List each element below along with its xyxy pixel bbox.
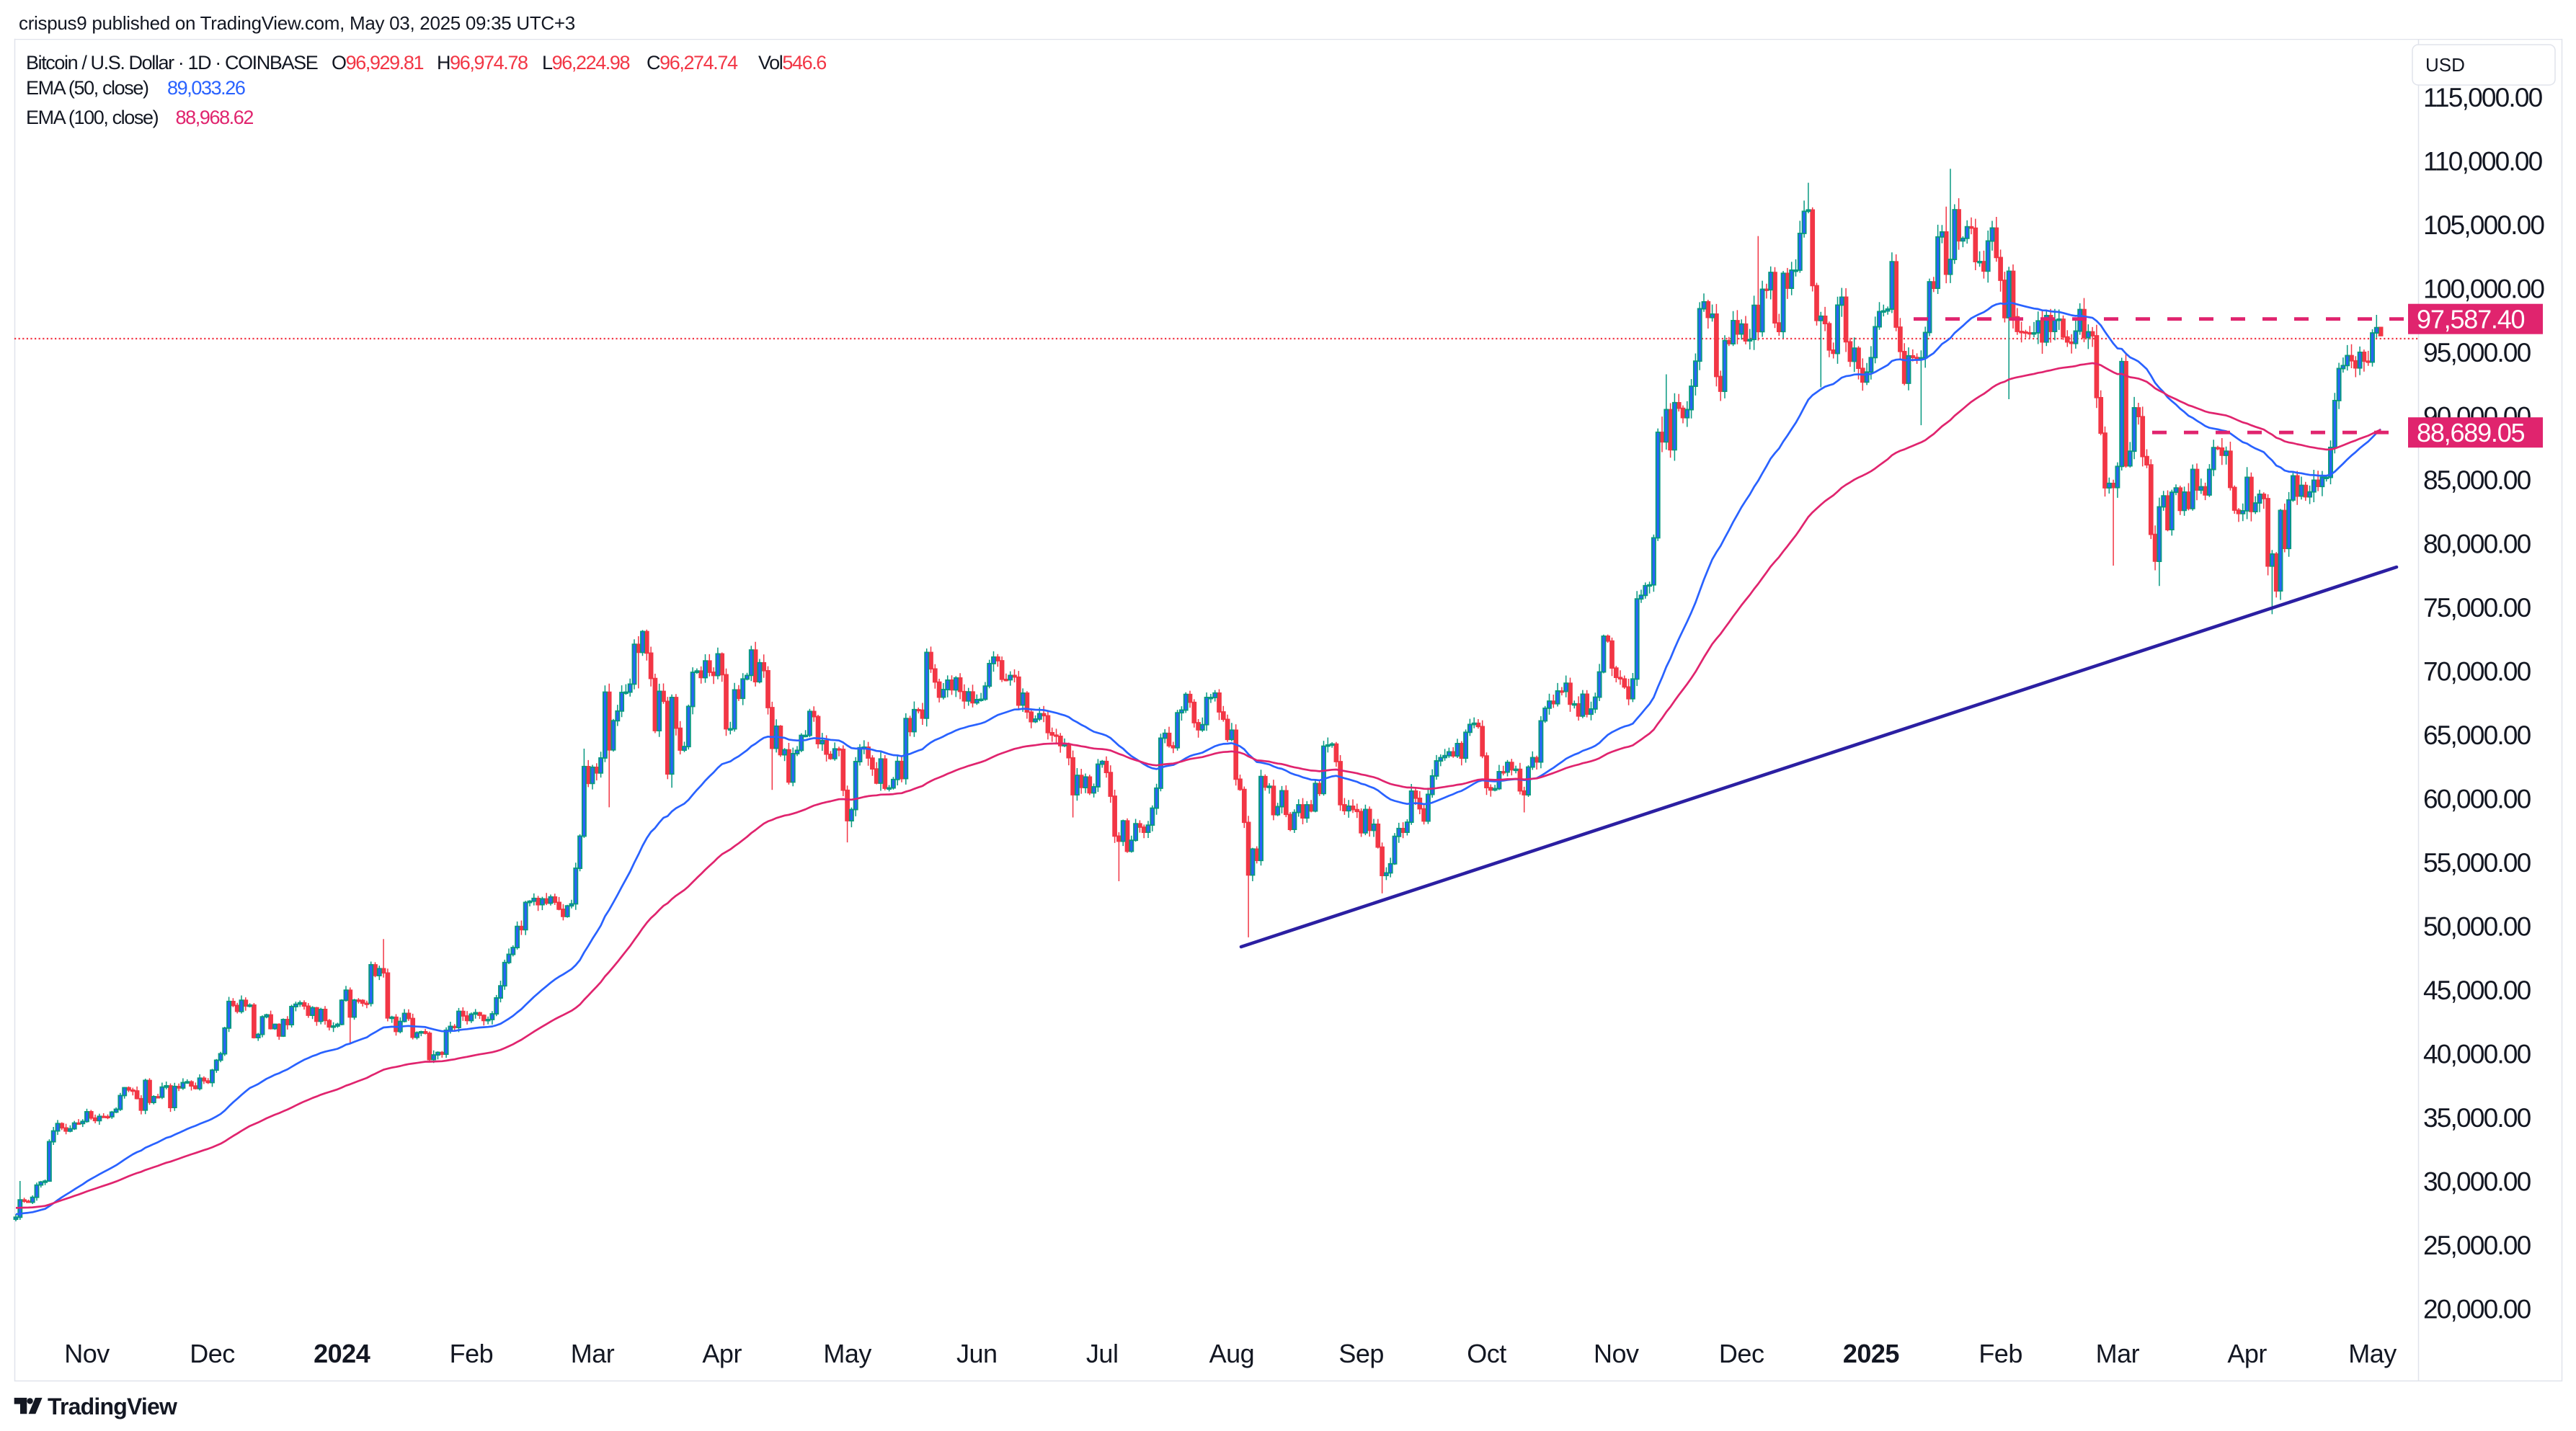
svg-text:97,587.40: 97,587.40 <box>2417 305 2525 334</box>
svg-text:Jul: Jul <box>1086 1339 1119 1368</box>
svg-text:88,689.05: 88,689.05 <box>2417 418 2525 447</box>
svg-text:Dec: Dec <box>1719 1339 1764 1368</box>
svg-text:L96,224.98: L96,224.98 <box>542 52 630 73</box>
svg-text:95,000.00: 95,000.00 <box>2423 338 2531 367</box>
svg-text:80,000.00: 80,000.00 <box>2423 530 2531 559</box>
svg-text:O96,929.81: O96,929.81 <box>332 52 424 73</box>
svg-text:40,000.00: 40,000.00 <box>2423 1040 2531 1069</box>
svg-text:115,000.00: 115,000.00 <box>2423 83 2543 112</box>
svg-text:Apr: Apr <box>2227 1339 2267 1368</box>
svg-text:Dec: Dec <box>190 1339 235 1368</box>
svg-text:Mar: Mar <box>2096 1339 2140 1368</box>
svg-text:Nov: Nov <box>64 1339 110 1368</box>
svg-text:89,033.26: 89,033.26 <box>167 77 245 99</box>
svg-text:Aug: Aug <box>1209 1339 1255 1368</box>
svg-text:TradingView: TradingView <box>48 1394 177 1419</box>
svg-text:H96,974.78: H96,974.78 <box>437 52 528 73</box>
svg-text:Mar: Mar <box>571 1339 615 1368</box>
svg-text:55,000.00: 55,000.00 <box>2423 848 2531 878</box>
svg-text:20,000.00: 20,000.00 <box>2423 1295 2531 1324</box>
svg-text:EMA (50, close): EMA (50, close) <box>26 77 148 99</box>
svg-text:Bitcoin / U.S. Dollar · 1D · C: Bitcoin / U.S. Dollar · 1D · COINBASE <box>26 52 318 73</box>
svg-text:EMA (100, close): EMA (100, close) <box>26 107 159 128</box>
svg-text:60,000.00: 60,000.00 <box>2423 785 2531 814</box>
svg-text:65,000.00: 65,000.00 <box>2423 721 2531 750</box>
svg-text:25,000.00: 25,000.00 <box>2423 1231 2531 1260</box>
svg-text:May: May <box>823 1339 871 1368</box>
svg-text:Jun: Jun <box>956 1339 998 1368</box>
svg-text:Vol546.6: Vol546.6 <box>758 52 826 73</box>
svg-text:110,000.00: 110,000.00 <box>2423 147 2543 177</box>
svg-text:35,000.00: 35,000.00 <box>2423 1103 2531 1133</box>
svg-text:75,000.00: 75,000.00 <box>2423 593 2531 623</box>
svg-text:Sep: Sep <box>1338 1339 1384 1368</box>
svg-text:2025: 2025 <box>1843 1339 1900 1368</box>
svg-text:Oct: Oct <box>1467 1339 1506 1368</box>
svg-text:85,000.00: 85,000.00 <box>2423 465 2531 495</box>
svg-text:Nov: Nov <box>1594 1339 1639 1368</box>
svg-text:30,000.00: 30,000.00 <box>2423 1167 2531 1197</box>
svg-text:70,000.00: 70,000.00 <box>2423 657 2531 687</box>
svg-text:105,000.00: 105,000.00 <box>2423 210 2544 240</box>
svg-text:USD: USD <box>2425 54 2465 76</box>
svg-text:2024: 2024 <box>314 1339 370 1368</box>
svg-text:crispus9 published on TradingV: crispus9 published on TradingView.com, M… <box>19 12 575 34</box>
svg-text:Feb: Feb <box>450 1339 494 1368</box>
svg-text:May: May <box>2348 1339 2397 1368</box>
svg-text:C96,274.74: C96,274.74 <box>647 52 738 73</box>
svg-text:50,000.00: 50,000.00 <box>2423 912 2531 942</box>
svg-text:Feb: Feb <box>1978 1339 2022 1368</box>
svg-text:45,000.00: 45,000.00 <box>2423 976 2531 1005</box>
svg-text:100,000.00: 100,000.00 <box>2423 275 2544 304</box>
svg-text:88,968.62: 88,968.62 <box>176 107 254 128</box>
svg-text:Apr: Apr <box>702 1339 742 1368</box>
